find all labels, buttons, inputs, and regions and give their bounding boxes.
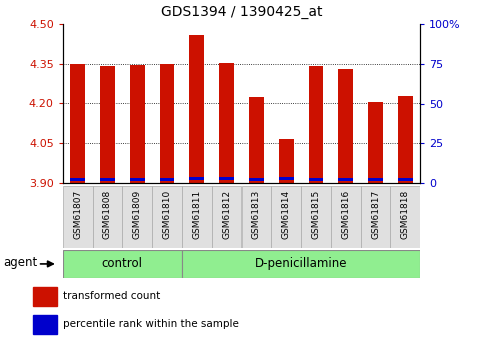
- Bar: [398, 178, 413, 181]
- Text: GSM61807: GSM61807: [73, 189, 82, 239]
- Bar: [130, 65, 145, 183]
- Bar: [219, 62, 234, 183]
- Bar: [219, 177, 234, 180]
- Text: GSM61818: GSM61818: [401, 189, 410, 239]
- Bar: [338, 178, 353, 181]
- Bar: [130, 178, 145, 181]
- Bar: [398, 96, 413, 183]
- Bar: [33, 287, 57, 306]
- Text: agent: agent: [3, 256, 37, 269]
- Bar: [100, 67, 115, 183]
- Bar: [70, 64, 85, 183]
- Text: GSM61817: GSM61817: [371, 189, 380, 239]
- Bar: [279, 177, 294, 180]
- Bar: [189, 35, 204, 183]
- Text: transformed count: transformed count: [63, 292, 160, 301]
- Text: GSM61809: GSM61809: [133, 189, 142, 239]
- Bar: [249, 97, 264, 183]
- Bar: [242, 186, 271, 248]
- Bar: [309, 178, 324, 181]
- Text: GSM61813: GSM61813: [252, 189, 261, 239]
- Bar: [279, 139, 294, 183]
- Bar: [100, 178, 115, 181]
- Bar: [63, 250, 182, 278]
- Bar: [33, 315, 57, 334]
- Bar: [249, 178, 264, 181]
- Bar: [189, 177, 204, 180]
- Text: percentile rank within the sample: percentile rank within the sample: [63, 319, 239, 329]
- Text: GSM61808: GSM61808: [103, 189, 112, 239]
- Bar: [390, 186, 420, 248]
- Bar: [331, 186, 361, 248]
- Text: D-penicillamine: D-penicillamine: [255, 257, 347, 270]
- Bar: [301, 186, 331, 248]
- Text: GSM61814: GSM61814: [282, 189, 291, 238]
- Text: GSM61816: GSM61816: [341, 189, 350, 239]
- Text: control: control: [102, 257, 143, 270]
- Bar: [159, 178, 174, 181]
- Bar: [212, 186, 242, 248]
- Bar: [368, 102, 383, 183]
- Bar: [152, 186, 182, 248]
- Bar: [70, 178, 85, 181]
- Bar: [338, 69, 353, 183]
- Text: GSM61810: GSM61810: [163, 189, 171, 239]
- Bar: [182, 186, 212, 248]
- Text: GSM61811: GSM61811: [192, 189, 201, 239]
- Bar: [93, 186, 122, 248]
- Bar: [159, 65, 174, 183]
- Text: GSM61815: GSM61815: [312, 189, 320, 239]
- Bar: [309, 67, 324, 183]
- Bar: [182, 250, 420, 278]
- Bar: [122, 186, 152, 248]
- Text: GSM61812: GSM61812: [222, 189, 231, 238]
- Bar: [271, 186, 301, 248]
- Text: GDS1394 / 1390425_at: GDS1394 / 1390425_at: [161, 5, 322, 19]
- Bar: [63, 186, 93, 248]
- Bar: [361, 186, 390, 248]
- Bar: [368, 178, 383, 181]
